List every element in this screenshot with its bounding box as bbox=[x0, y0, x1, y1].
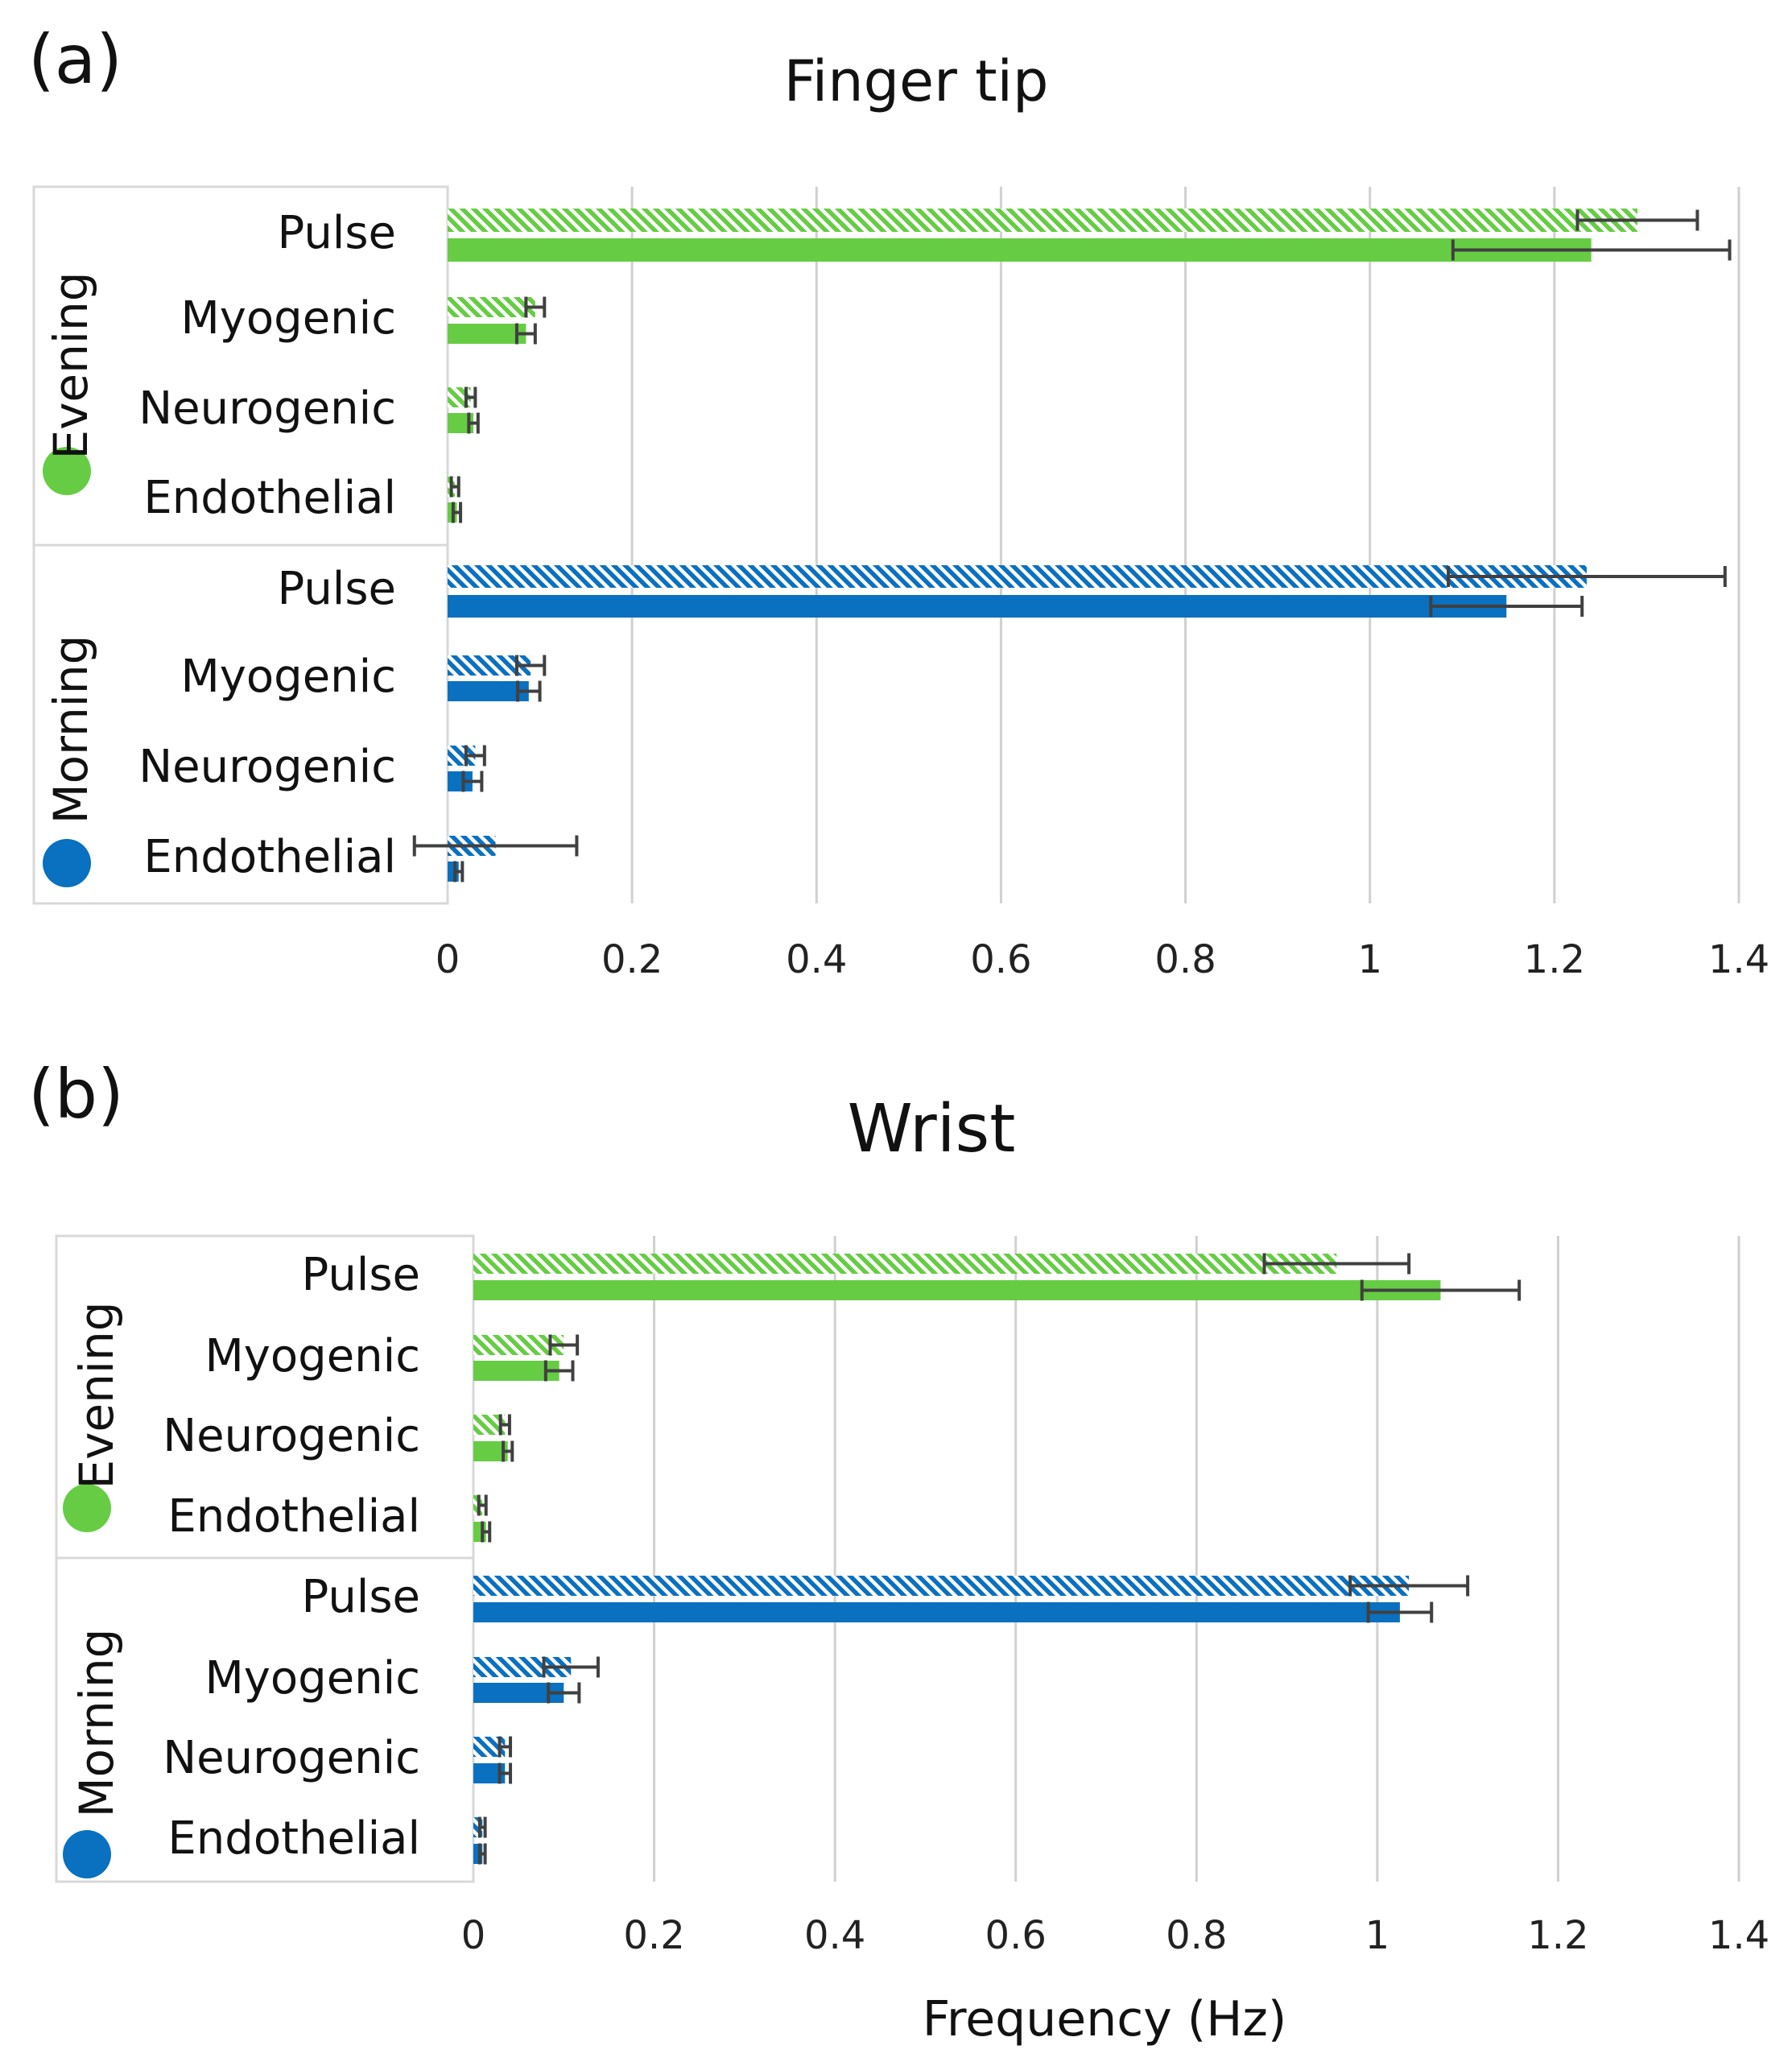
panel-finger-tip: (a) Finger tip Pulse Myogenic Neurogenic En… bbox=[28, 20, 1769, 982]
category-label: Neurogenic bbox=[163, 1732, 420, 1784]
x-tick-label: 0.8 bbox=[1154, 937, 1216, 982]
category-labels: Pulse Myogenic Neurogenic Endothelial Pulse M… bbox=[138, 207, 396, 883]
bar-morning-pulse-hatched bbox=[473, 1576, 1410, 1596]
x-tick-label: 0.6 bbox=[970, 937, 1031, 982]
x-axis-label: Frequency (Hz) bbox=[923, 1991, 1286, 2048]
bar-morning-pulse-solid bbox=[448, 595, 1507, 618]
evening-marker bbox=[43, 447, 91, 495]
group-name-evening: Evening bbox=[43, 271, 98, 459]
category-label: Myogenic bbox=[204, 1330, 420, 1382]
x-tick-label: 0 bbox=[461, 1913, 486, 1958]
group-name-evening: Evening bbox=[69, 1301, 124, 1489]
bar-evening-pulse-solid bbox=[473, 1280, 1441, 1300]
category-labels: Pulse Myogenic Neurogenic Endothelial Pulse M… bbox=[163, 1249, 420, 1865]
morning-marker bbox=[63, 1830, 111, 1878]
x-tick-label: 1.2 bbox=[1524, 937, 1585, 982]
x-tick-label: 0.2 bbox=[601, 937, 663, 982]
category-label: Endothelial bbox=[143, 831, 396, 883]
category-label: Pulse bbox=[278, 563, 396, 615]
group-name-morning: Morning bbox=[43, 635, 98, 824]
x-tick-label: 0 bbox=[436, 937, 460, 982]
group-label-evening: Evening bbox=[43, 271, 98, 495]
group-label-evening: Evening bbox=[63, 1301, 124, 1532]
bars bbox=[412, 209, 1732, 882]
x-tick-label: 1.4 bbox=[1708, 1913, 1769, 1958]
category-label: Pulse bbox=[302, 1571, 420, 1623]
bar-evening-pulse-hatched bbox=[473, 1254, 1337, 1274]
category-label: Pulse bbox=[302, 1249, 420, 1301]
group-name-morning: Morning bbox=[69, 1629, 124, 1818]
x-tick-label: 1 bbox=[1365, 1913, 1390, 1958]
x-tick-labels: 0 0.2 0.4 0.6 0.8 1 1.2 1.4 bbox=[461, 1913, 1769, 1958]
group-label-morning: Morning bbox=[43, 635, 98, 887]
category-label: Endothelial bbox=[167, 1812, 420, 1865]
group-label-morning: Morning bbox=[63, 1629, 124, 1878]
bar-evening-pulse-solid bbox=[448, 238, 1592, 262]
chart-title: Wrist bbox=[848, 1091, 1016, 1167]
grid-lines bbox=[653, 1236, 1740, 1882]
bar-morning-myogenic-solid bbox=[448, 681, 529, 701]
category-label: Endothelial bbox=[167, 1490, 420, 1543]
chart-title: Finger tip bbox=[784, 48, 1049, 114]
bar-morning-pulse-hatched bbox=[448, 565, 1587, 588]
panel-label: (a) bbox=[28, 20, 122, 99]
x-tick-label: 0.4 bbox=[786, 937, 847, 982]
panel-wrist: (b) Wrist Pulse Myogenic Neurogenic Endothe… bbox=[28, 1055, 1769, 2048]
x-tick-label: 1 bbox=[1357, 937, 1382, 982]
grid-lines bbox=[630, 187, 1740, 903]
bar-morning-endothelial-solid bbox=[473, 1844, 483, 1864]
category-label: Neurogenic bbox=[163, 1410, 420, 1462]
x-tick-label: 0.6 bbox=[985, 1913, 1047, 1958]
x-tick-label: 1.2 bbox=[1527, 1913, 1588, 1958]
category-label: Neurogenic bbox=[138, 741, 396, 793]
x-tick-label: 0.8 bbox=[1166, 1913, 1227, 1958]
bar-evening-pulse-hatched bbox=[448, 209, 1637, 232]
category-label: Myogenic bbox=[204, 1652, 420, 1705]
category-label: Myogenic bbox=[180, 292, 396, 345]
x-tick-label: 1.4 bbox=[1708, 937, 1769, 982]
bar-evening-myogenic-hatched bbox=[448, 297, 535, 317]
bar-morning-pulse-solid bbox=[473, 1602, 1400, 1622]
morning-marker bbox=[43, 839, 91, 887]
bar-morning-endothelial-hatched bbox=[473, 1817, 483, 1837]
x-tick-labels: 0 0.2 0.4 0.6 0.8 1 1.2 1.4 bbox=[436, 937, 1769, 982]
panel-label: (b) bbox=[28, 1055, 124, 1134]
category-label: Pulse bbox=[278, 207, 396, 259]
evening-marker bbox=[63, 1484, 111, 1532]
category-label: Endothelial bbox=[143, 472, 396, 524]
bar-evening-myogenic-solid bbox=[448, 324, 526, 344]
category-label: Neurogenic bbox=[138, 382, 396, 435]
category-label: Myogenic bbox=[180, 651, 396, 703]
x-tick-label: 0.2 bbox=[623, 1913, 684, 1958]
bars bbox=[473, 1253, 1522, 1865]
x-tick-label: 0.4 bbox=[804, 1913, 865, 1958]
